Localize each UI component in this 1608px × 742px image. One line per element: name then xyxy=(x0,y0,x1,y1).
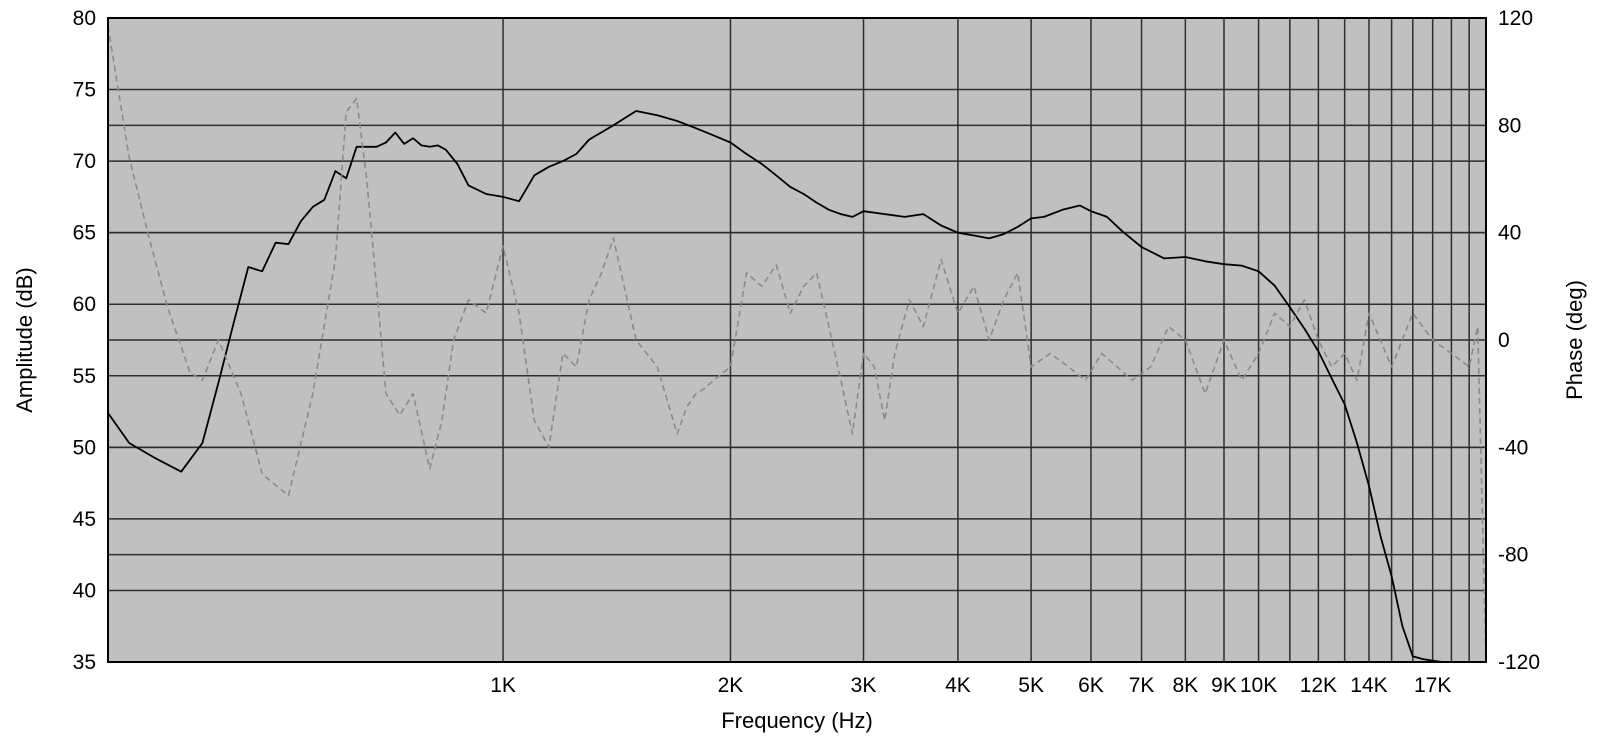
x-tick-label-3: 4K xyxy=(945,674,971,697)
y-tick-label-6: 65 xyxy=(73,222,96,245)
y-tick-label-8: 75 xyxy=(73,79,96,102)
x-axis-ticks: 1K 2K 3K 4K 5K 6K 7K 8K 9K 10K 12K 14K 17K xyxy=(490,674,1451,697)
y2-tick-label-1: -80 xyxy=(1498,544,1528,567)
y2-tick-label-4: 40 xyxy=(1498,222,1521,245)
y-tick-label-4: 55 xyxy=(73,365,96,388)
x-tick-label-6: 7K xyxy=(1129,674,1155,697)
x-tick-label-4: 5K xyxy=(1018,674,1044,697)
y-tick-label-2: 45 xyxy=(73,508,96,531)
y2-tick-label-5: 80 xyxy=(1498,114,1521,137)
y-axis-ticks: 35 40 45 50 55 60 65 70 75 80 xyxy=(73,7,96,674)
y2-tick-label-2: -40 xyxy=(1498,436,1528,459)
series-lines xyxy=(107,25,1487,663)
y-tick-label-0: 35 xyxy=(73,651,96,674)
y-tick-label-5: 60 xyxy=(73,293,96,316)
y2-axis-ticks: -120 -80 -40 0 40 80 120 xyxy=(1498,7,1540,674)
x-tick-label-8: 9K xyxy=(1211,674,1237,697)
y2-axis-title: Phase (deg) xyxy=(1562,280,1587,400)
y-tick-label-7: 70 xyxy=(73,150,96,173)
plot-frame xyxy=(107,17,1487,663)
phase-line xyxy=(107,25,1487,663)
y2-tick-label-6: 120 xyxy=(1498,7,1533,30)
x-tick-label-12: 17K xyxy=(1414,674,1451,697)
x-tick-label-5: 6K xyxy=(1078,674,1104,697)
x-tick-label-0: 1K xyxy=(490,674,516,697)
y2-tick-label-0: -120 xyxy=(1498,651,1540,674)
x-tick-label-10: 12K xyxy=(1300,674,1337,697)
x-tick-label-11: 14K xyxy=(1350,674,1387,697)
y-tick-label-9: 80 xyxy=(73,7,96,30)
y-axis-title: Amplitude (dB) xyxy=(12,267,37,413)
x-tick-label-1: 2K xyxy=(718,674,744,697)
amplitude-line xyxy=(107,110,1486,663)
x-tick-label-2: 3K xyxy=(851,674,877,697)
x-axis-title: Frequency (Hz) xyxy=(721,708,873,733)
y-tick-label-1: 40 xyxy=(73,579,96,602)
y2-tick-label-3: 0 xyxy=(1498,329,1510,352)
y-tick-label-3: 50 xyxy=(73,436,96,459)
x-tick-label-7: 8K xyxy=(1173,674,1199,697)
x-tick-label-9: 10K xyxy=(1240,674,1277,697)
